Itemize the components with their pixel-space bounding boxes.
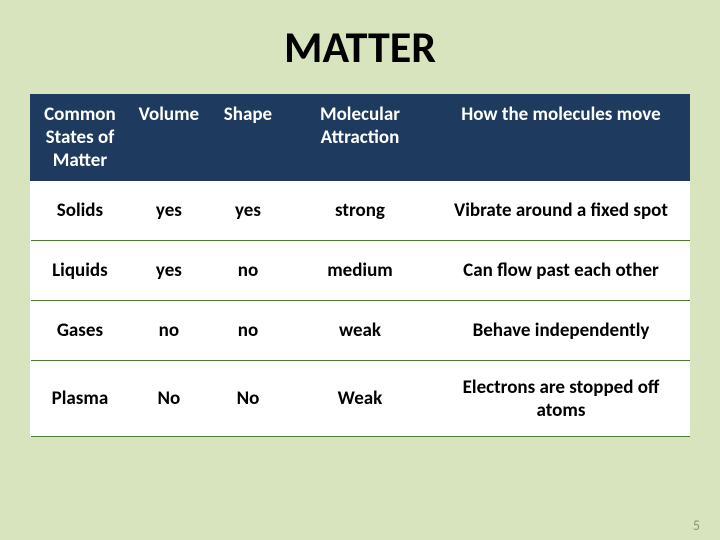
table-row: Plasma No No Weak Electrons are stopped … — [31, 361, 690, 437]
cell-volume: No — [129, 361, 208, 437]
cell-volume: yes — [129, 241, 208, 301]
slide: MATTER Common States of Matter Volume Sh… — [0, 0, 720, 540]
table-row: Solids yes yes strong Vibrate around a f… — [31, 181, 690, 241]
cell-volume: yes — [129, 181, 208, 241]
cell-movement: Can flow past each other — [432, 241, 689, 301]
cell-attraction: Weak — [288, 361, 433, 437]
header-state: Common States of Matter — [31, 95, 130, 181]
cell-shape: no — [208, 301, 287, 361]
cell-attraction: strong — [288, 181, 433, 241]
cell-state: Liquids — [31, 241, 130, 301]
table-row: Gases no no weak Behave independently — [31, 301, 690, 361]
cell-shape: yes — [208, 181, 287, 241]
cell-shape: no — [208, 241, 287, 301]
cell-shape: No — [208, 361, 287, 437]
cell-state: Gases — [31, 301, 130, 361]
table-row: Liquids yes no medium Can flow past each… — [31, 241, 690, 301]
header-volume: Volume — [129, 95, 208, 181]
cell-movement: Electrons are stopped off atoms — [432, 361, 689, 437]
cell-state: Plasma — [31, 361, 130, 437]
cell-attraction: weak — [288, 301, 433, 361]
header-attraction: Molecular Attraction — [288, 95, 433, 181]
header-shape: Shape — [208, 95, 287, 181]
cell-volume: no — [129, 301, 208, 361]
page-number: 5 — [693, 517, 700, 534]
cell-movement: Vibrate around a fixed spot — [432, 181, 689, 241]
table-header-row: Common States of Matter Volume Shape Mol… — [31, 95, 690, 181]
header-movement: How the molecules move — [432, 95, 689, 181]
slide-title: MATTER — [30, 20, 690, 74]
cell-movement: Behave independently — [432, 301, 689, 361]
matter-table-container: Common States of Matter Volume Shape Mol… — [30, 94, 690, 437]
cell-state: Solids — [31, 181, 130, 241]
matter-table: Common States of Matter Volume Shape Mol… — [30, 94, 690, 437]
cell-attraction: medium — [288, 241, 433, 301]
